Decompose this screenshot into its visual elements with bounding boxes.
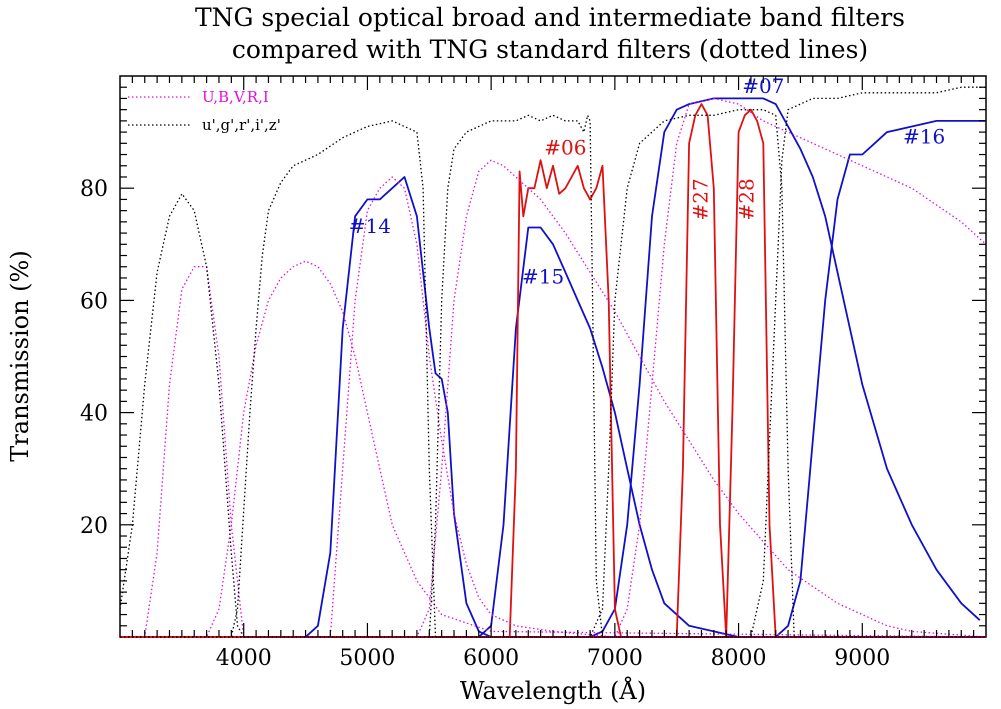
curve-label-16: #16: [903, 124, 945, 148]
series-line-R: [120, 159, 987, 638]
series-layer: [119, 86, 987, 638]
legend-label-ugriz: u',g',r',i',z': [202, 116, 281, 134]
series-line-i: [120, 109, 986, 638]
x-tick-label: 7000: [587, 646, 643, 671]
y-tick-label: 40: [80, 402, 108, 427]
x-tick-label: 4000: [216, 646, 272, 671]
x-tick-label: 8000: [711, 646, 767, 671]
x-axis-label: Wavelength (Å): [460, 676, 646, 705]
series-line-28: [120, 108, 986, 638]
chart-title: TNG special optical broad and intermedia…: [195, 3, 905, 32]
chart-subtitle: compared with TNG standard filters (dott…: [232, 35, 868, 64]
series-line-r: [120, 114, 986, 638]
series-line-U: [120, 266, 986, 638]
y-tick-label: 60: [80, 289, 108, 314]
y-tick-label: 20: [80, 514, 108, 539]
series-line-07: [120, 97, 981, 638]
series-line-27: [120, 103, 986, 638]
series-line-14: [120, 176, 986, 638]
y-axis-label: Transmission (%): [6, 250, 34, 461]
annotation-layer: #14 #15 #16 #07 #06 #27 #28: [349, 74, 945, 289]
curve-label-07: #07: [742, 74, 784, 98]
x-tick-label: 5000: [339, 646, 395, 671]
y-tick-label: 80: [80, 177, 108, 202]
series-line-06: [120, 159, 986, 638]
curve-label-06: #06: [544, 136, 586, 160]
x-tick-label: 6000: [463, 646, 519, 671]
series-line-B: [120, 260, 987, 638]
curve-label-28: #28: [734, 178, 758, 220]
legend-label-ubvri: U,B,V,R,I: [202, 88, 269, 106]
curve-label-14: #14: [349, 214, 391, 238]
x-tick-label: 9000: [834, 646, 890, 671]
series-line-I: [120, 97, 987, 638]
curve-label-27: #27: [689, 178, 713, 220]
series-line-15: [120, 226, 986, 638]
series-line-u: [119, 193, 986, 638]
series-line-16: [120, 120, 986, 638]
legend: U,B,V,R,I u',g',r',i',z': [128, 88, 281, 134]
series-line-g: [120, 120, 986, 638]
curve-label-15: #15: [522, 265, 564, 289]
ticks-layer: 4000 5000 6000 7000 8000 9000 20 40 60 80: [80, 76, 986, 671]
